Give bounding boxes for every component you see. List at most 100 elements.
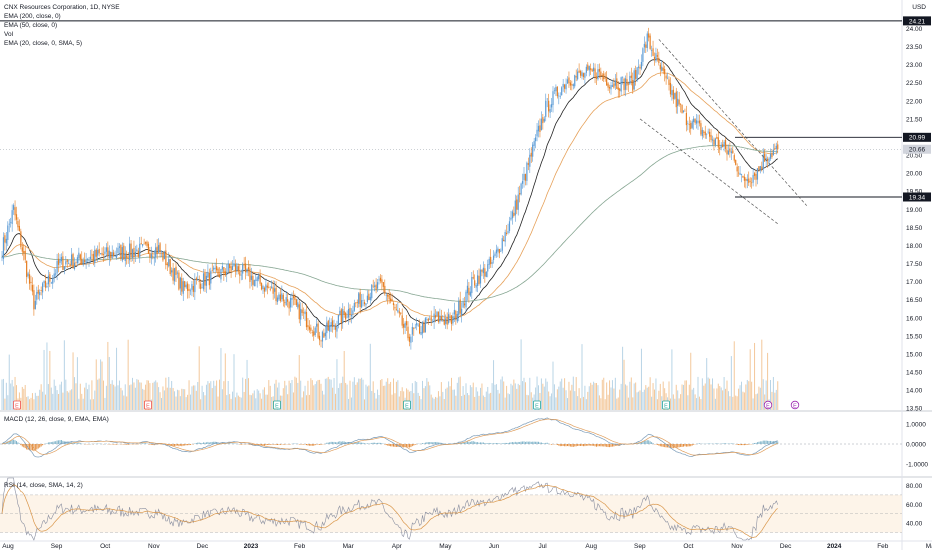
- event-marker[interactable]: E: [533, 400, 541, 410]
- candle-body: [595, 76, 598, 79]
- event-marker[interactable]: E: [662, 400, 670, 410]
- volume-bar: [381, 378, 383, 410]
- event-marker[interactable]: E: [144, 400, 152, 410]
- macd-histogram-bar: [546, 442, 548, 444]
- candle-body: [543, 118, 545, 122]
- candle-body: [105, 247, 107, 252]
- macd-tick-label: 1.0000: [906, 422, 926, 429]
- candle-body: [47, 275, 49, 285]
- volume-bar: [198, 346, 200, 410]
- candle-body: [463, 303, 466, 306]
- candle-body: [85, 260, 87, 264]
- volume-bar: [142, 388, 144, 410]
- volume-bar: [59, 384, 61, 410]
- currency-label: USD: [912, 4, 926, 11]
- candle-body: [4, 235, 6, 243]
- volume-bar: [1, 379, 3, 410]
- candle-body: [677, 98, 679, 107]
- event-marker[interactable]: E: [790, 400, 800, 410]
- candle-body: [227, 263, 229, 272]
- candle-body: [748, 178, 750, 183]
- volume-bar: [662, 381, 664, 410]
- volume-bar: [545, 378, 547, 410]
- volume-bar: [275, 379, 277, 410]
- candle-body: [149, 254, 151, 258]
- volume-bar: [349, 380, 351, 410]
- legend-ema-200[interactable]: EMA (200, close, 0): [4, 13, 61, 20]
- macd-histogram-bar: [677, 444, 679, 448]
- candle-body: [102, 254, 105, 255]
- macd-histogram-bar: [172, 444, 174, 447]
- macd-histogram-bar: [200, 442, 202, 444]
- candle-body: [597, 69, 599, 80]
- volume-bar: [105, 385, 107, 410]
- volume-bar: [461, 395, 463, 410]
- price-label-bg: [903, 16, 931, 26]
- candle-body: [292, 296, 295, 299]
- candle-body: [143, 243, 145, 245]
- macd-histogram-bar: [523, 441, 525, 444]
- volume-bar: [395, 381, 397, 410]
- rsi-label[interactable]: RSI (14, close, SMA, 14, 2): [4, 482, 83, 489]
- macd-histogram-bar: [775, 441, 777, 444]
- macd-histogram-bar: [277, 444, 278, 445]
- macd-histogram-bar: [613, 444, 615, 447]
- macd-histogram-bar: [174, 444, 176, 446]
- candle-body: [520, 183, 522, 195]
- legend-ema-50[interactable]: EMA (50, close, 0): [4, 22, 58, 29]
- volume-bar: [506, 385, 508, 410]
- volume-bar: [468, 395, 470, 410]
- volume-bar: [97, 379, 99, 410]
- candle-body: [716, 136, 718, 139]
- macd-histogram-bar: [464, 442, 466, 444]
- legend-vol[interactable]: Vol: [4, 31, 14, 38]
- volume-bar: [735, 395, 737, 410]
- macd-histogram-bar: [497, 443, 499, 444]
- candle-body: [98, 248, 100, 254]
- candle-body: [627, 83, 629, 85]
- macd-histogram-bar: [255, 444, 257, 446]
- volume-bar: [229, 394, 231, 410]
- volume-bar: [375, 398, 377, 410]
- candle-body: [651, 49, 653, 51]
- legend-ema-20[interactable]: EMA (20, close, 0, SMA, 5): [4, 40, 83, 47]
- volume-bar: [291, 379, 293, 410]
- candle-body: [136, 249, 138, 251]
- volume-bar: [29, 399, 31, 410]
- volume-bar: [584, 385, 586, 410]
- volume-bar: [287, 394, 289, 410]
- candle-body: [440, 316, 442, 320]
- candle-body: [20, 231, 22, 248]
- macd-histogram-bar: [574, 444, 576, 447]
- volume-bar: [252, 393, 254, 410]
- volume-bar: [585, 399, 587, 410]
- event-marker-shape: [533, 400, 541, 410]
- macd-histogram-bar: [614, 444, 616, 446]
- candle-body: [332, 320, 334, 327]
- candle-body: [719, 147, 721, 150]
- volume-bar: [345, 382, 347, 410]
- macd-histogram-bar: [639, 442, 641, 444]
- event-marker-shape: [790, 400, 800, 410]
- volume-bar: [68, 392, 70, 410]
- event-marker[interactable]: E: [403, 400, 411, 410]
- event-marker[interactable]: E: [763, 400, 773, 409]
- time-tick-label: May: [439, 543, 452, 550]
- candle-body: [279, 294, 281, 301]
- candle-body: [652, 48, 654, 56]
- volume-bar: [654, 389, 655, 410]
- volume-bar: [514, 383, 516, 410]
- macd-histogram-bar: [279, 444, 281, 445]
- event-marker[interactable]: E: [13, 400, 21, 410]
- macd-histogram-bar: [762, 440, 764, 444]
- volume-bar: [717, 383, 719, 410]
- macd-label[interactable]: MACD (12, 26, close, 9, EMA, EMA): [4, 416, 109, 423]
- volume-bar: [765, 380, 767, 410]
- event-marker[interactable]: E: [273, 400, 281, 410]
- volume-bar: [181, 388, 183, 410]
- candle-body: [626, 79, 628, 86]
- volume-bar: [269, 385, 271, 410]
- volume-bar: [321, 390, 323, 410]
- macd-histogram-bar: [205, 442, 207, 444]
